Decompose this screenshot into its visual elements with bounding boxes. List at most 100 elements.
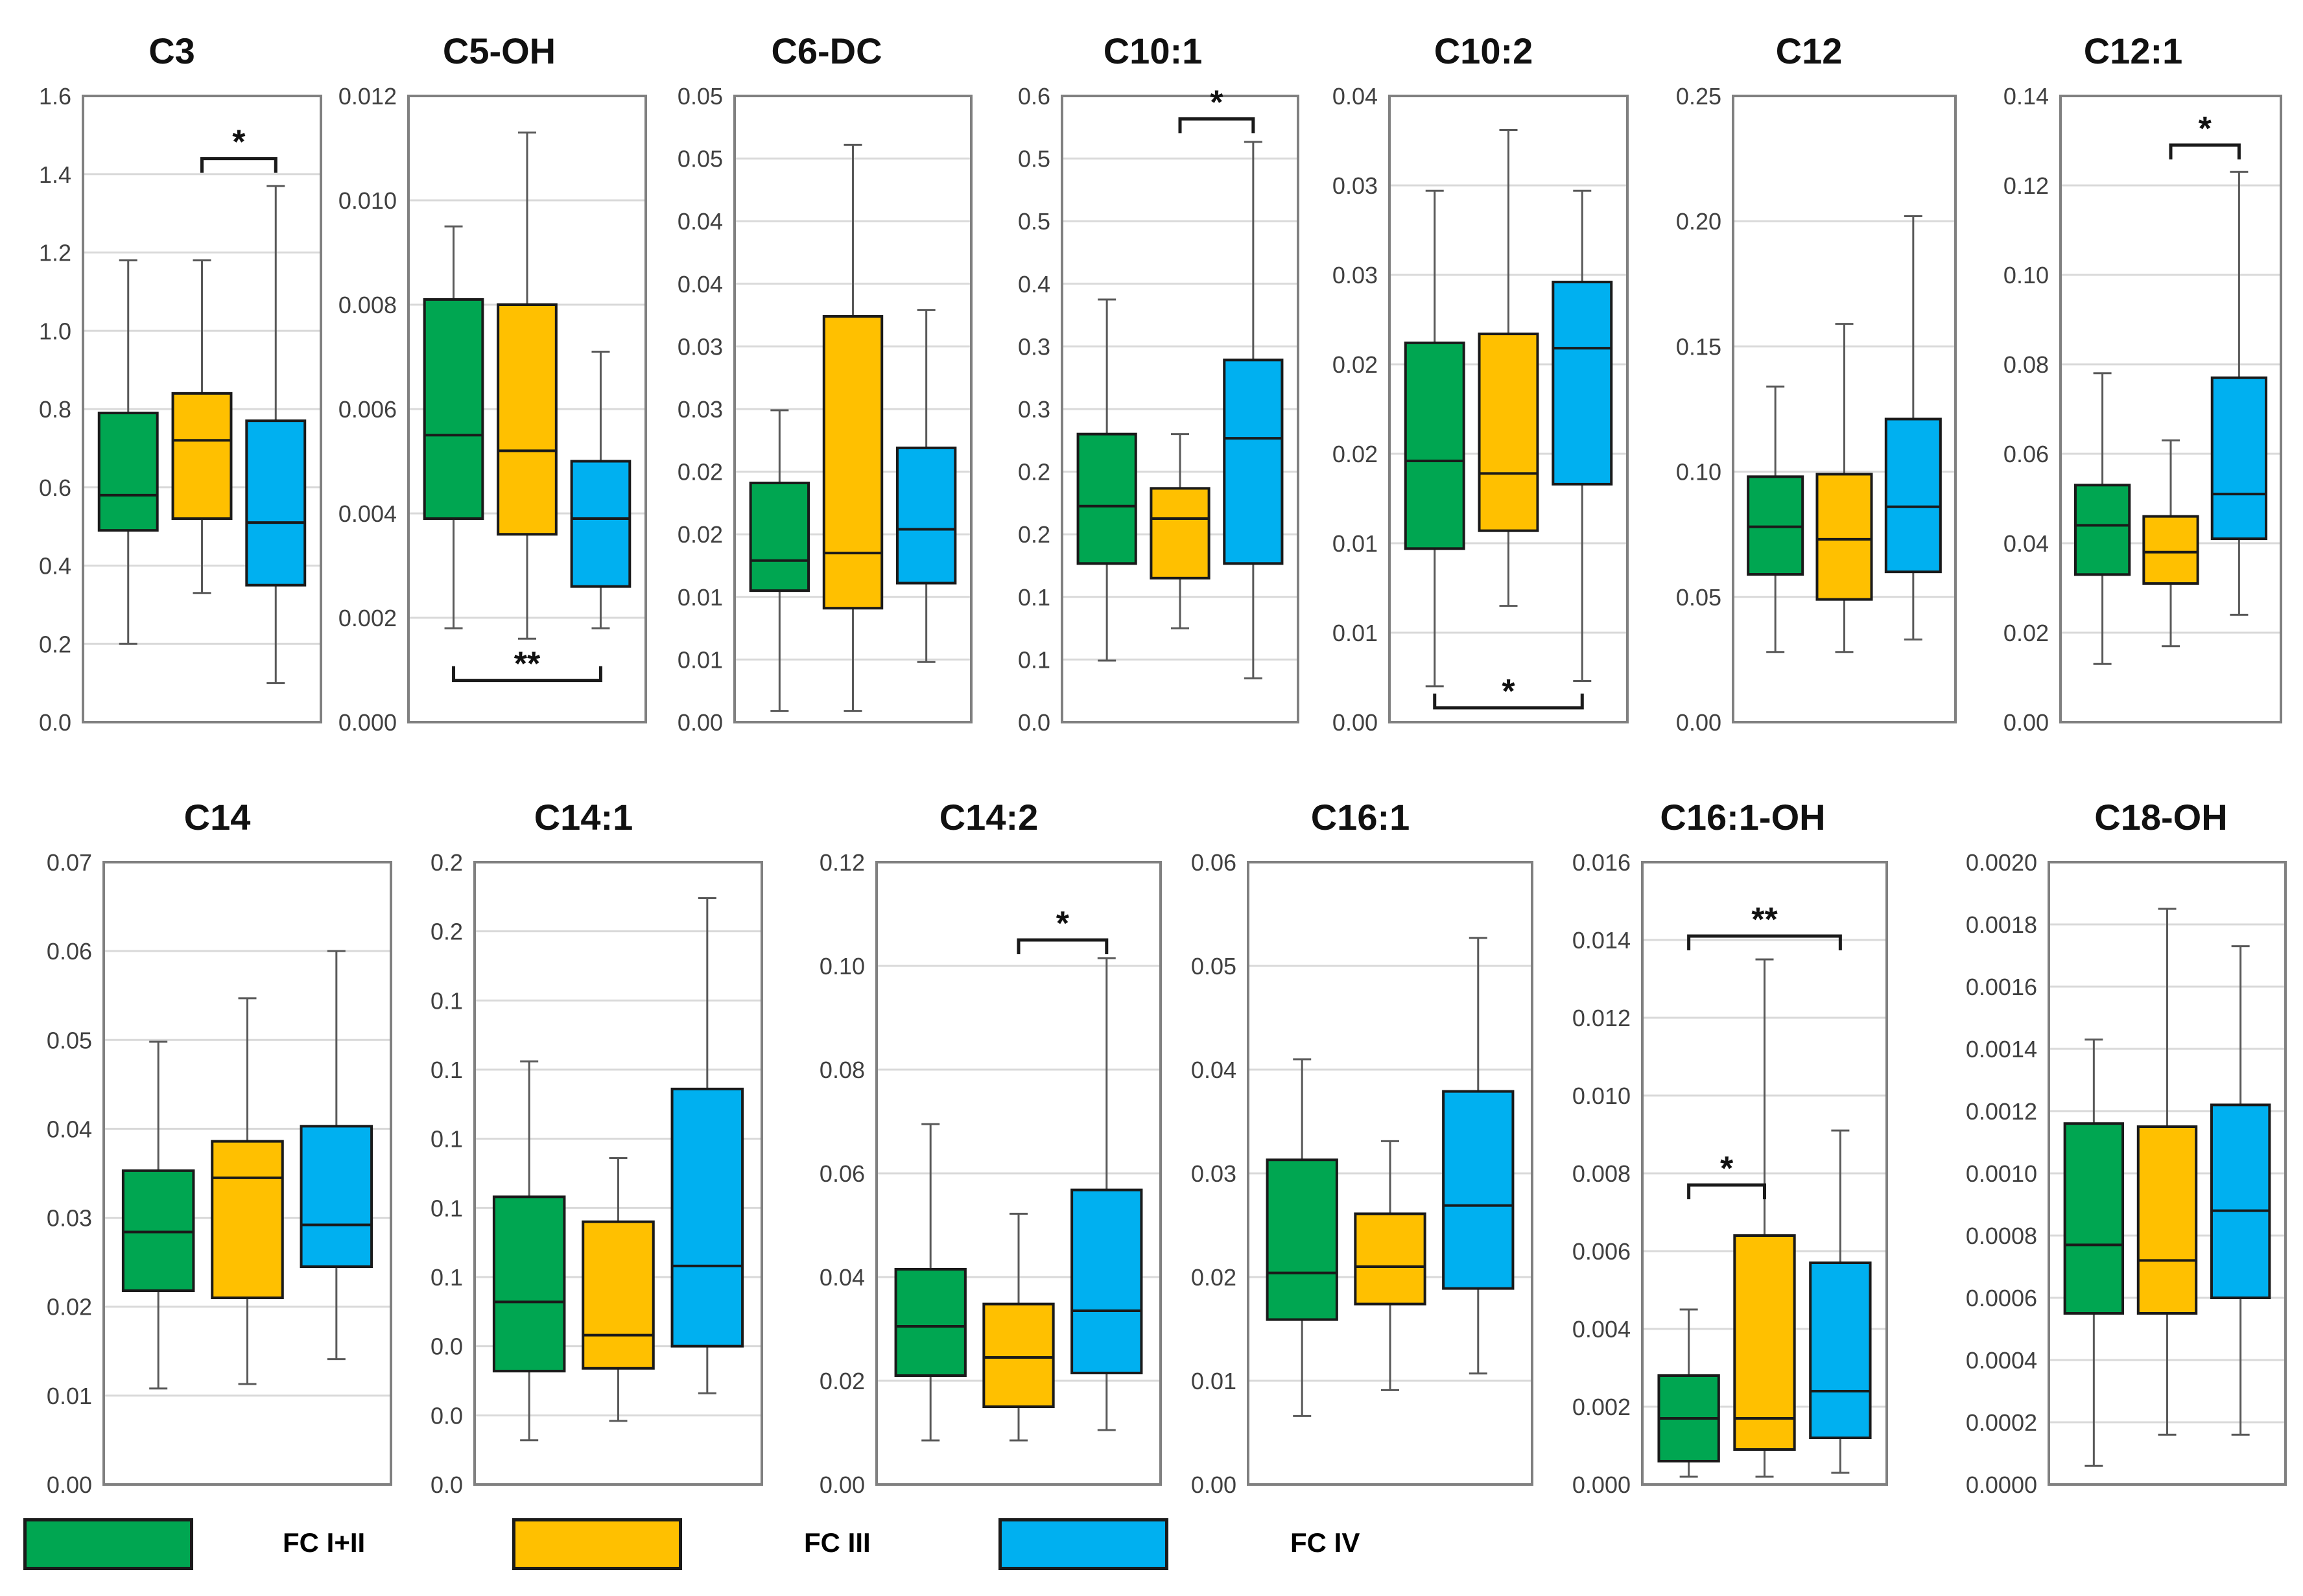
chart-panel-c12-1: 0.00 0.02 0.04 0.06 0.08 0.10 0.12 0.14 C12:1 * bbox=[2003, 30, 2282, 736]
y-tick-label: 0.01 bbox=[1191, 1368, 1236, 1394]
box-fc-iii bbox=[171, 259, 233, 594]
significance-bracket: * bbox=[2169, 110, 2241, 159]
plot-frame bbox=[102, 861, 392, 1486]
y-tick-label: 0.010 bbox=[338, 187, 397, 214]
y-tick-label: 0.0002 bbox=[1966, 1409, 2037, 1436]
box-fc-i-ii bbox=[1657, 1308, 1720, 1478]
y-tick-label: 0.1 bbox=[431, 987, 463, 1014]
box-fc-iv bbox=[570, 350, 632, 629]
y-tick-label: 0.02 bbox=[1332, 351, 1378, 378]
legend-label-fc-iv: FC IV bbox=[1290, 1527, 1360, 1558]
box-iqr bbox=[894, 1268, 967, 1377]
box-iqr bbox=[582, 1220, 655, 1370]
box-iqr bbox=[2136, 1125, 2198, 1315]
chart-panel-c12: 0.00 0.05 0.10 0.15 0.20 0.25 C12 bbox=[1676, 30, 1957, 736]
significance-bracket: * bbox=[200, 124, 278, 173]
box-fc-iv bbox=[1442, 937, 1515, 1375]
box-fc-iii bbox=[211, 997, 284, 1385]
plot-frame bbox=[875, 861, 1162, 1486]
plot-frame bbox=[1732, 95, 1957, 723]
y-tick-label: 0.2 bbox=[1018, 521, 1050, 548]
y-tick-label: 0.0020 bbox=[1966, 849, 2037, 876]
box-iqr bbox=[1809, 1262, 1872, 1439]
chart-title: C16:1 bbox=[1311, 797, 1410, 838]
chart-panel-c14-1: 0.0 0.0 0.0 0.1 0.1 0.1 0.1 0.1 0.2 0.2 C14:1 bbox=[431, 797, 763, 1498]
y-tick-label: 0.00 bbox=[1676, 709, 1721, 736]
y-tick-label: 0.000 bbox=[338, 709, 397, 736]
legend-swatch-fc-i-ii bbox=[23, 1518, 193, 1570]
box-iqr bbox=[121, 1169, 195, 1293]
y-tick-label: 0.000 bbox=[1572, 1472, 1631, 1498]
y-tick-label: 0.0012 bbox=[1966, 1098, 2037, 1125]
significance-label: * bbox=[1720, 1150, 1734, 1188]
chart-panel-c10-1: 0.0 0.1 0.1 0.2 0.2 0.3 0.3 0.4 0.5 0.5 0.6 C10:1* bbox=[1018, 30, 1299, 736]
plot-frame bbox=[1247, 861, 1533, 1486]
y-tick-label: 0.012 bbox=[1572, 1005, 1631, 1031]
y-tick-label: 0.00 bbox=[820, 1472, 865, 1498]
chart-panel-c14: 0.00 0.01 0.02 0.03 0.04 0.05 0.06 0.07 C14 bbox=[47, 797, 392, 1498]
y-tick-label: 0.6 bbox=[39, 475, 71, 501]
significance-label: * bbox=[2199, 110, 2212, 148]
box-fc-iii bbox=[582, 1157, 655, 1422]
y-tick-label: 0.1 bbox=[1018, 646, 1050, 673]
y-tick-label: 0.08 bbox=[2003, 351, 2049, 378]
box-fc-iv bbox=[670, 897, 744, 1394]
box-iqr bbox=[2210, 376, 2268, 541]
y-tick-label: 0.4 bbox=[1018, 271, 1050, 298]
y-tick-label: 0.04 bbox=[1191, 1057, 1236, 1083]
box-iqr bbox=[300, 1125, 373, 1269]
y-tick-label: 0.1 bbox=[431, 1057, 463, 1083]
plot-frame bbox=[1641, 861, 1888, 1486]
box-iqr bbox=[2063, 1122, 2125, 1315]
box-iqr bbox=[1150, 487, 1211, 580]
y-tick-label: 0.0 bbox=[431, 1472, 463, 1498]
box-fc-iii bbox=[1478, 128, 1539, 607]
significance-label: * bbox=[1502, 673, 1515, 710]
y-tick-label: 0.02 bbox=[678, 521, 723, 548]
y-tick-label: 0.03 bbox=[678, 396, 723, 423]
bracket-line bbox=[1178, 117, 1255, 134]
y-tick-label: 0.01 bbox=[678, 584, 723, 611]
y-tick-label: 0.01 bbox=[1332, 530, 1378, 557]
chart-title: C14 bbox=[184, 797, 251, 838]
box-fc-i-ii bbox=[121, 1040, 195, 1390]
box-iqr bbox=[1070, 1188, 1143, 1374]
chart-panel-c14-2: 0.00 0.02 0.04 0.06 0.08 0.10 0.12 C14:2 * bbox=[820, 797, 1162, 1498]
box-fc-i-ii bbox=[97, 259, 159, 645]
plot-frame bbox=[407, 95, 647, 723]
y-tick-label: 0.1 bbox=[431, 1264, 463, 1291]
y-tick-label: 0.05 bbox=[47, 1027, 92, 1053]
box-fc-iv bbox=[245, 185, 307, 685]
chart-panel-c5-oh: 0.000 0.002 0.004 0.006 0.008 0.010 0.012 C5-OH… bbox=[338, 30, 647, 736]
y-tick-label: 0.07 bbox=[47, 849, 92, 876]
y-tick-label: 0.05 bbox=[1191, 953, 1236, 980]
box-iqr bbox=[982, 1302, 1055, 1408]
box-fc-iii bbox=[497, 131, 558, 640]
significance-bracket: * bbox=[1017, 905, 1109, 954]
y-tick-label: 0.01 bbox=[1332, 620, 1378, 646]
y-tick-label: 0.5 bbox=[1018, 146, 1050, 172]
significance-label: ** bbox=[514, 646, 541, 683]
y-tick-label: 0.0004 bbox=[1966, 1347, 2037, 1374]
box-iqr bbox=[2073, 484, 2131, 576]
significance-bracket: * bbox=[1433, 673, 1584, 710]
box-fc-iv bbox=[2210, 945, 2271, 1436]
y-tick-label: 0.05 bbox=[1676, 584, 1721, 611]
legend-label-fc-i-ii: FC I+II bbox=[283, 1527, 366, 1558]
y-tick-label: 0.006 bbox=[1572, 1238, 1631, 1265]
box-fc-iv bbox=[1884, 215, 1942, 640]
y-tick-label: 0.00 bbox=[2003, 709, 2049, 736]
box-fc-i-ii bbox=[749, 409, 810, 712]
box-fc-i-ii bbox=[492, 1060, 566, 1442]
y-tick-label: 0.0014 bbox=[1966, 1036, 2037, 1062]
y-tick-label: 0.04 bbox=[678, 208, 723, 235]
y-tick-label: 0.15 bbox=[1676, 333, 1721, 360]
significance-label: * bbox=[232, 124, 246, 161]
y-tick-label: 0.0010 bbox=[1966, 1160, 2037, 1187]
chart-title: C12:1 bbox=[2084, 30, 2183, 71]
y-tick-label: 0.08 bbox=[820, 1057, 865, 1083]
y-tick-label: 0.10 bbox=[2003, 262, 2049, 288]
y-tick-label: 0.1 bbox=[431, 1126, 463, 1153]
y-tick-label: 0.03 bbox=[1332, 262, 1378, 288]
box-iqr bbox=[1815, 473, 1873, 601]
